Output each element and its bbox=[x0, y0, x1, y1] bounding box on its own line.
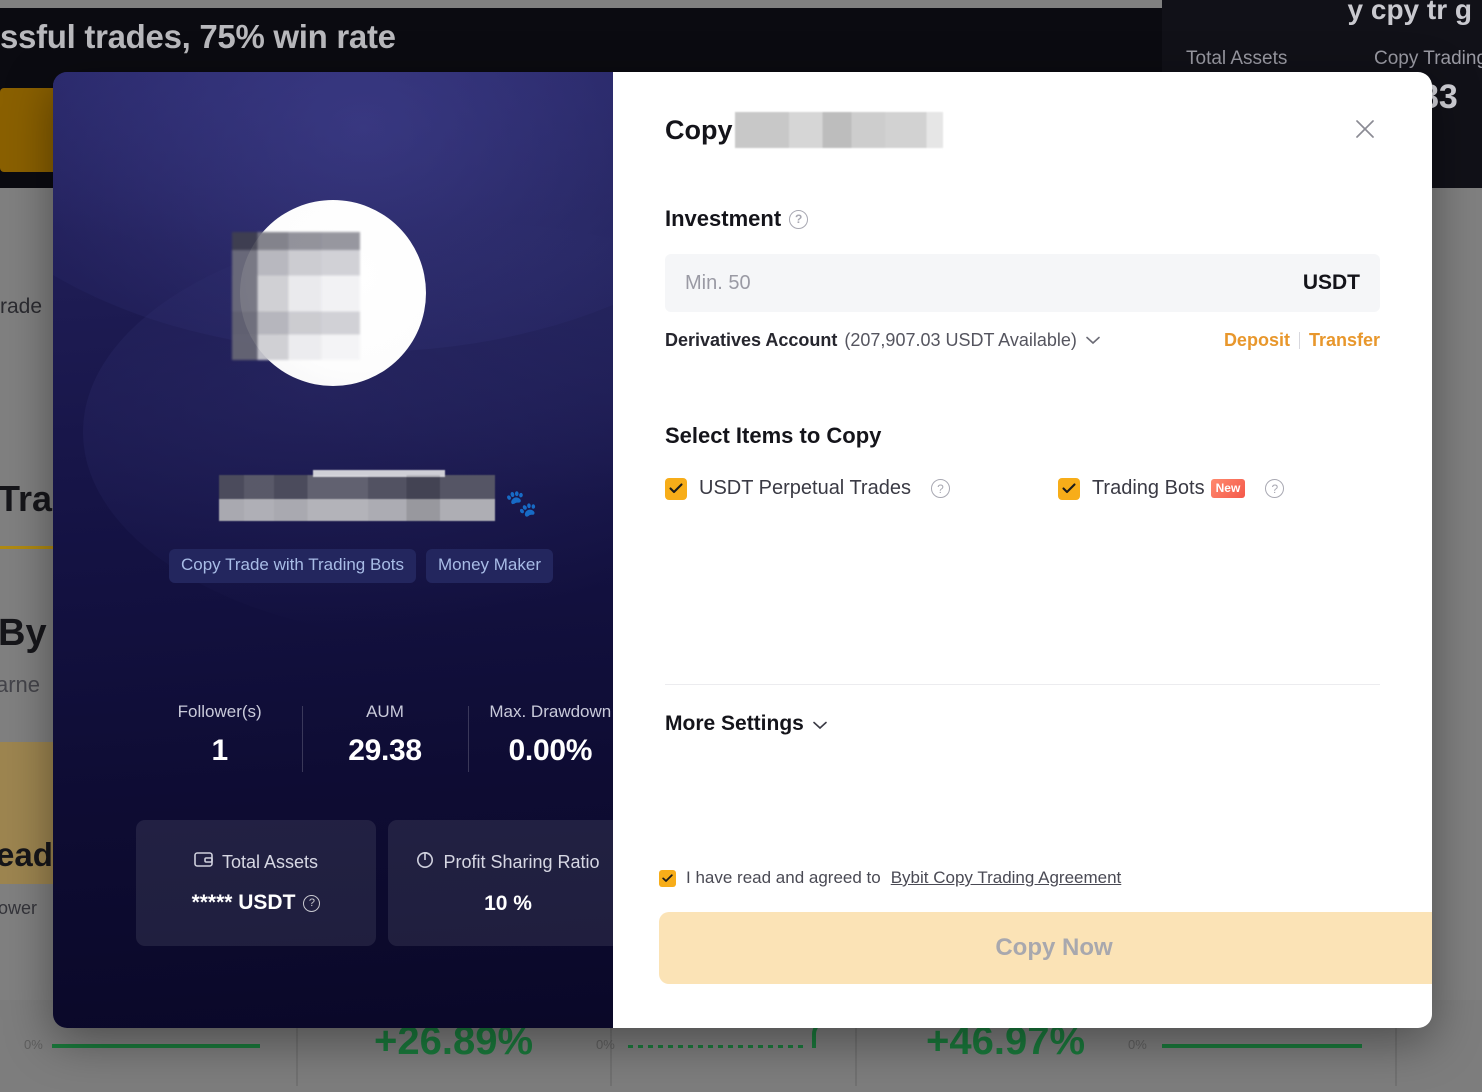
account-actions: Deposit Transfer bbox=[1224, 330, 1380, 351]
agreement-text: I have read and agreed to bbox=[686, 868, 881, 887]
background-sparkline-2 bbox=[1162, 1044, 1362, 1048]
stat-value: 29.38 bbox=[348, 734, 422, 767]
background-sparkline-1 bbox=[628, 1045, 808, 1048]
stat-aum: AUM 29.38 bbox=[302, 702, 467, 772]
investment-placeholder: Min. 50 bbox=[685, 271, 751, 294]
modal-title-text: Copy bbox=[665, 114, 733, 145]
background-fragment-arne: arne bbox=[0, 672, 41, 697]
background-zero-2: 0% bbox=[1128, 1037, 1147, 1052]
stat-label: Follower(s) bbox=[177, 702, 262, 721]
checkbox-usdt-perpetual[interactable] bbox=[665, 477, 687, 500]
background-banner-text: ssful trades, 75% win rate bbox=[0, 18, 396, 55]
stat-value: 1 bbox=[211, 734, 228, 767]
question-icon[interactable]: ? bbox=[930, 479, 950, 498]
new-badge: New bbox=[1210, 479, 1246, 499]
question-icon[interactable]: ? bbox=[1265, 479, 1285, 498]
agreement-row: I have read and agreed to Bybit Copy Tra… bbox=[659, 868, 1121, 888]
trader-tag[interactable]: Money Maker bbox=[426, 549, 553, 583]
investment-unit: USDT bbox=[1302, 271, 1360, 294]
profit-sharing-card: Profit Sharing Ratio 10 % bbox=[388, 820, 613, 946]
agreement-link[interactable]: Bybit Copy Trading Agreement bbox=[890, 868, 1122, 887]
background-right-title: y cpy tr g bbox=[1347, 0, 1472, 25]
trader-profile-panel: 🐾 Copy Trade with Trading Bots Money Mak… bbox=[53, 72, 613, 1028]
background-copy-trading-label: Copy Trading bbox=[1374, 48, 1482, 69]
stat-label: AUM bbox=[366, 702, 404, 721]
background-sparkline-left bbox=[52, 1044, 260, 1048]
modal-title-redaction bbox=[734, 112, 943, 148]
investment-amount-input[interactable]: Min. 50 USDT bbox=[665, 254, 1380, 312]
background-rule bbox=[0, 546, 62, 549]
question-icon[interactable]: ? bbox=[789, 209, 809, 229]
investment-heading: Investment bbox=[665, 206, 782, 231]
close-icon[interactable] bbox=[1350, 114, 1380, 144]
stat-max-drawdown: Max. Drawdown 0.00% bbox=[467, 702, 613, 772]
trader-stats: Follower(s) 1 AUM 29.38 Max. Drawdown 0.… bbox=[137, 702, 613, 772]
copy-now-button[interactable]: Copy Now bbox=[659, 912, 1432, 984]
option-label: USDT Perpetual Trades bbox=[699, 477, 911, 499]
background-fragment-lower: lower bbox=[0, 898, 38, 918]
modal-header: Copy bbox=[665, 112, 1380, 160]
account-available: (207,907.03 USDT Available) bbox=[844, 330, 1077, 350]
trader-name-redaction bbox=[219, 470, 495, 521]
link-divider bbox=[1298, 332, 1300, 349]
copy-form-panel: Copy Investment ? Min. 50 USDT Derivativ… bbox=[613, 72, 1432, 1028]
trader-tag[interactable]: Copy Trade with Trading Bots bbox=[169, 549, 417, 583]
total-assets-card: Total Assets ***** USDT ? bbox=[136, 820, 376, 946]
wallet-icon bbox=[194, 851, 213, 873]
copy-trading-modal: 🐾 Copy Trade with Trading Bots Money Mak… bbox=[53, 72, 1432, 1028]
profit-sharing-value: 10 % bbox=[484, 891, 532, 915]
investment-heading-row: Investment ? bbox=[665, 206, 1380, 232]
total-assets-label: Total Assets bbox=[221, 851, 319, 872]
trader-emoji: 🐾 bbox=[505, 488, 538, 518]
account-selector[interactable]: Derivatives Account (207,907.03 USDT Ava… bbox=[665, 330, 1100, 351]
background-zero-left: 0% bbox=[24, 1037, 43, 1052]
stat-value: 0.00% bbox=[508, 734, 593, 767]
more-settings-label: More Settings bbox=[665, 712, 804, 735]
transfer-link[interactable]: Transfer bbox=[1308, 330, 1380, 350]
deposit-link[interactable]: Deposit bbox=[1223, 330, 1290, 350]
chevron-down-icon bbox=[1086, 332, 1100, 349]
background-zero-1: 0% bbox=[596, 1037, 615, 1052]
option-usdt-perpetual-trades[interactable]: USDT Perpetual Trades ? bbox=[665, 477, 950, 500]
checkbox-agreement[interactable] bbox=[659, 869, 676, 887]
question-icon[interactable]: ? bbox=[303, 894, 321, 912]
section-divider bbox=[665, 684, 1380, 685]
trader-info-cards: Total Assets ***** USDT ? Profit Sharing bbox=[136, 820, 613, 946]
checkbox-trading-bots[interactable] bbox=[1057, 477, 1080, 500]
total-assets-value: ***** USDT bbox=[191, 891, 296, 914]
option-trading-bots[interactable]: Trading Bots New ? bbox=[1057, 477, 1285, 500]
background-fragment-by: By bbox=[0, 612, 47, 654]
account-row: Derivatives Account (207,907.03 USDT Ava… bbox=[665, 330, 1380, 351]
background-fragment-tra: Tra bbox=[0, 478, 53, 519]
profit-sharing-label: Profit Sharing Ratio bbox=[443, 851, 600, 872]
copy-items-options: USDT Perpetual Trades ? Trading Bots New … bbox=[665, 477, 1380, 500]
background-fragment-ead: ead bbox=[0, 836, 53, 873]
account-name: Derivatives Account bbox=[665, 330, 838, 350]
background-fragment-rade: rade bbox=[0, 295, 43, 318]
more-settings-toggle[interactable]: More Settings bbox=[665, 712, 827, 736]
pie-chart-icon bbox=[416, 851, 434, 874]
stat-label: Max. Drawdown bbox=[489, 702, 612, 721]
avatar-redaction bbox=[232, 232, 360, 360]
avatar bbox=[232, 200, 426, 386]
chevron-down-icon bbox=[813, 712, 827, 736]
page-title: Copy bbox=[665, 112, 943, 148]
option-label-text: Trading Bots bbox=[1091, 477, 1205, 499]
background-total-assets-label: Total Assets bbox=[1186, 48, 1288, 69]
option-label: Trading Bots New bbox=[1091, 477, 1246, 500]
select-items-heading: Select Items to Copy bbox=[665, 423, 882, 448]
trader-tags: Copy Trade with Trading Bots Money Maker bbox=[169, 549, 553, 583]
stat-followers: Follower(s) 1 bbox=[137, 702, 302, 768]
